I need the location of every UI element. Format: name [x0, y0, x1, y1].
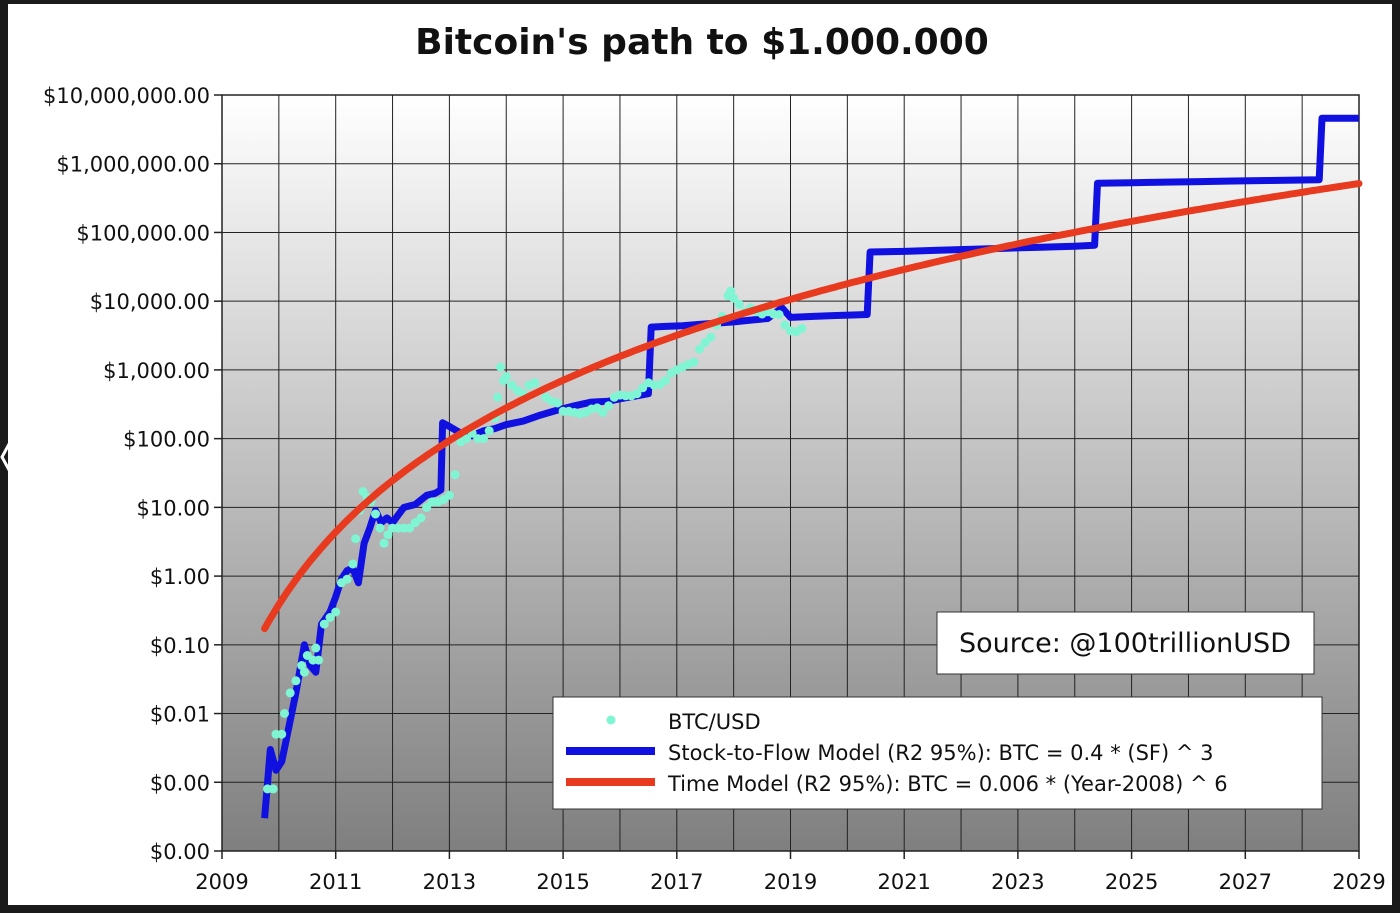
- btc-usd-point: [285, 688, 295, 698]
- x-tick-label: 2029: [1332, 870, 1385, 894]
- btc-usd-point: [552, 398, 562, 408]
- btc-usd-point: [291, 676, 301, 686]
- btc-usd-point: [484, 426, 494, 436]
- x-axis-ticks: 2009 2011 2013 2015 2017 2019 2021 2023 2025 2027…: [195, 851, 1386, 894]
- btc-usd-point: [331, 607, 341, 617]
- y-tick-label: $0.00: [150, 840, 210, 864]
- btc-usd-point: [422, 502, 432, 512]
- y-tick-label: $100.00: [123, 428, 210, 452]
- btc-usd-point: [375, 523, 385, 533]
- source-annotation: Source: @100trillionUSD: [936, 611, 1315, 675]
- btc-usd-point: [496, 362, 506, 372]
- btc-usd-point: [405, 523, 415, 533]
- btc-usd-point: [598, 408, 608, 417]
- series-line-time-model: [261, 180, 1363, 633]
- y-tick-label: $10.00: [137, 496, 210, 520]
- x-tick-label: 2023: [991, 870, 1044, 894]
- series-line-stock-to-flow: [261, 114, 1359, 819]
- y-tick-label: $10,000,000.00: [43, 84, 210, 108]
- btc-usd-point: [383, 530, 393, 540]
- btc-usd-point: [299, 667, 309, 677]
- series-btc-usd-points: [263, 286, 807, 794]
- y-tick-label: $0.10: [150, 634, 210, 658]
- x-tick-label: 2011: [309, 870, 362, 894]
- btc-usd-point: [325, 613, 335, 622]
- btc-usd-point: [444, 490, 454, 500]
- btc-usd-point: [734, 299, 744, 309]
- btc-usd-point: [689, 357, 699, 367]
- x-tick-label: 2027: [1219, 870, 1272, 894]
- btc-usd-point: [268, 784, 278, 794]
- btc-usd-point: [695, 344, 704, 354]
- btc-usd-point: [493, 392, 503, 402]
- x-tick-label: 2017: [650, 870, 703, 894]
- btc-usd-point: [660, 376, 670, 386]
- x-tick-label: 2019: [764, 870, 817, 894]
- legend-swatch-btc: [606, 715, 616, 725]
- btc-usd-point: [371, 509, 380, 519]
- btc-usd-point: [774, 310, 784, 319]
- chevron-left-icon[interactable]: [0, 427, 18, 487]
- btc-usd-point: [277, 729, 287, 739]
- btc-usd-point: [342, 574, 352, 584]
- btc-usd-point: [729, 293, 739, 303]
- y-tick-label: $0.01: [150, 703, 210, 727]
- btc-usd-point: [379, 538, 389, 548]
- y-tick-label: $1,000.00: [103, 359, 210, 383]
- x-tick-label: 2013: [423, 870, 476, 894]
- btc-usd-point: [507, 380, 517, 390]
- series-area: [261, 114, 1363, 819]
- y-axis-ticks: $0.00 $0.00 $0.01 $0.10 $1.00 $10.00 $100.00 $1…: [43, 84, 222, 864]
- y-tick-label: $100,000.00: [76, 221, 210, 245]
- y-tick-label: $0.00: [150, 771, 210, 795]
- btc-usd-point: [450, 470, 460, 480]
- btc-usd-point: [319, 619, 329, 629]
- x-tick-label: 2015: [536, 870, 589, 894]
- x-tick-label: 2025: [1105, 870, 1158, 894]
- btc-usd-point: [726, 286, 736, 296]
- btc-usd-point: [604, 401, 614, 411]
- legend-label-s2f: Stock-to-Flow Model (R2 95%): BTC = 0.4 …: [668, 741, 1214, 765]
- btc-usd-point: [348, 559, 358, 569]
- btc-usd-point: [280, 709, 289, 718]
- btc-usd-point: [311, 643, 321, 653]
- x-tick-label: 2021: [877, 870, 930, 894]
- legend-label-btc: BTC/USD: [668, 710, 761, 734]
- btc-usd-point: [780, 320, 790, 330]
- btc-usd-point: [314, 655, 324, 665]
- source-annotation-text: Source: @100trillionUSD: [959, 628, 1291, 659]
- chart-title: Bitcoin's path to $1.000.000: [415, 22, 989, 63]
- legend-label-time: Time Model (R2 95%): BTC = 0.006 * (Year…: [667, 772, 1228, 796]
- btc-usd-point: [706, 332, 716, 342]
- btc-usd-point: [632, 389, 642, 399]
- btc-usd-point: [797, 324, 807, 333]
- y-tick-label: $10,000.00: [90, 290, 210, 314]
- x-tick-label: 2009: [195, 870, 248, 894]
- btc-usd-point: [479, 434, 488, 444]
- btc-usd-point: [416, 513, 426, 523]
- btc-usd-point: [530, 378, 540, 388]
- legend: BTC/USD Stock-to-Flow Model (R2 95%): BT…: [552, 696, 1323, 810]
- btc-usd-point: [501, 372, 511, 382]
- btc-usd-point: [462, 434, 471, 444]
- y-tick-label: $1,000,000.00: [56, 153, 210, 177]
- y-tick-label: $1.00: [150, 565, 210, 589]
- btc-usd-point: [351, 534, 361, 544]
- btc-usd-point: [700, 338, 710, 348]
